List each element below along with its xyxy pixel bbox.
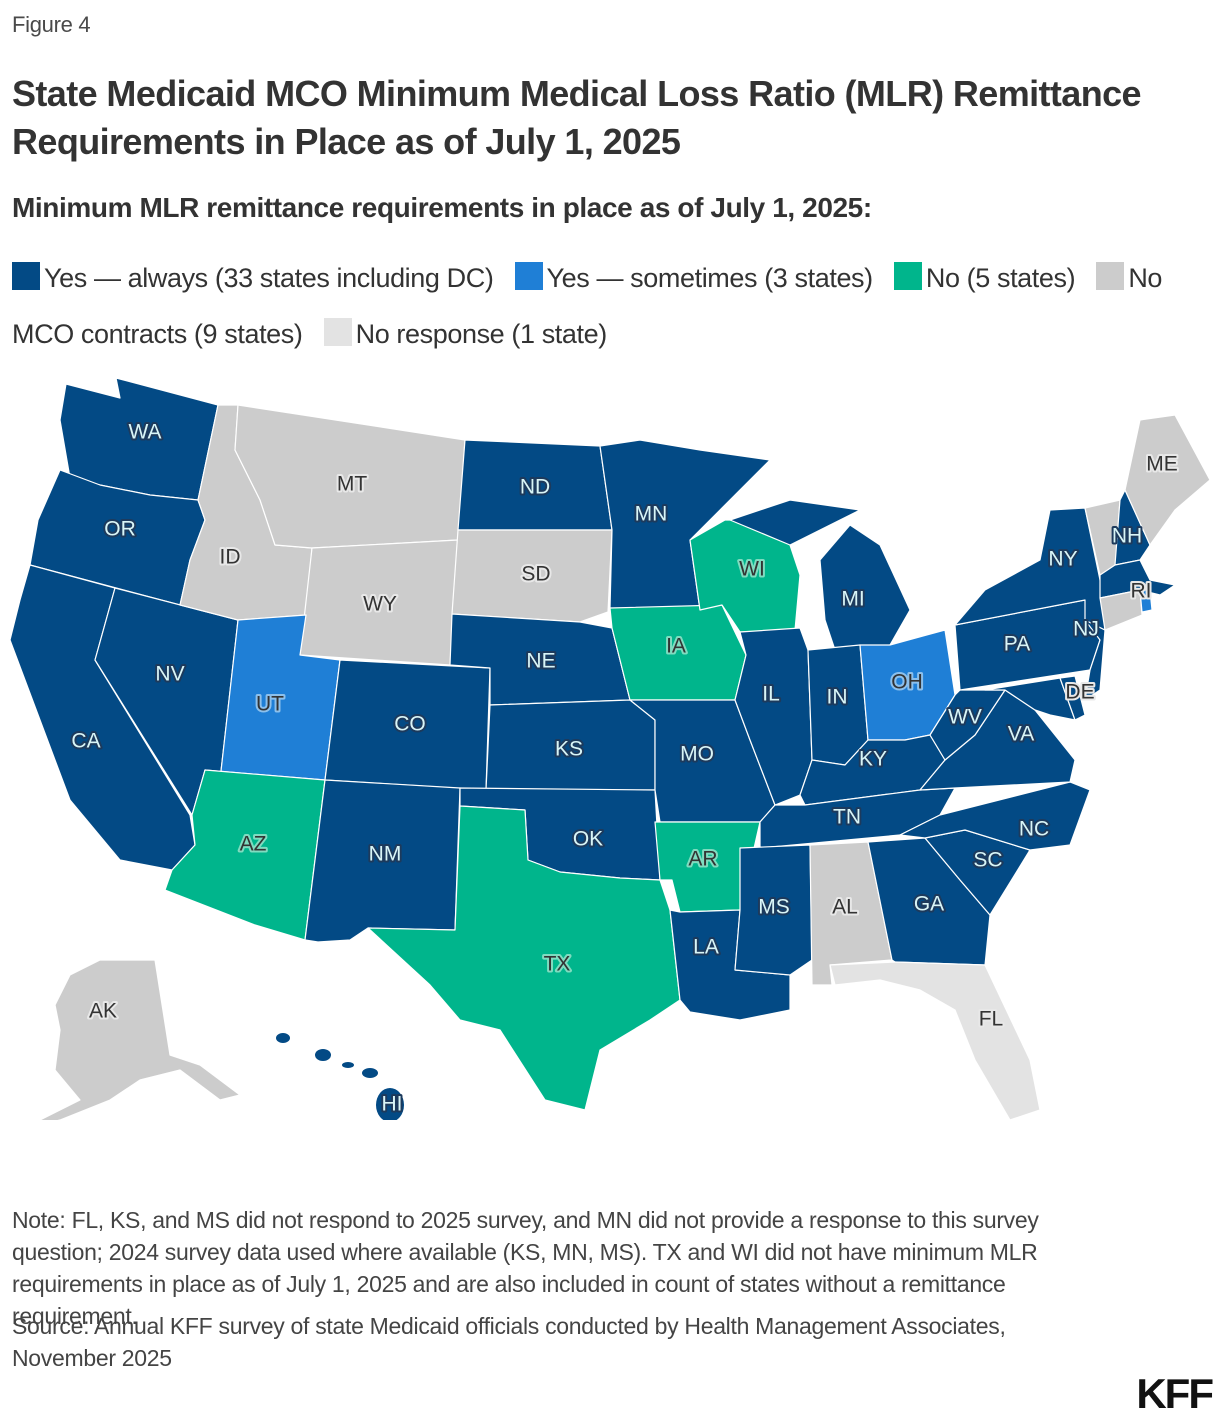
- state-TX[interactable]: [367, 805, 681, 1111]
- label-OK: OK: [573, 828, 603, 851]
- label-NV: NV: [155, 663, 184, 686]
- legend: Yes — always (33 states including DC) Ye…: [12, 250, 1212, 362]
- label-IL: IL: [762, 683, 780, 706]
- label-NJ: NJ: [1073, 618, 1099, 641]
- legend-item-no-response[interactable]: No response (1 state): [323, 318, 608, 349]
- label-VA: VA: [1008, 723, 1034, 746]
- label-OH: OH: [891, 671, 923, 694]
- label-ID: ID: [220, 546, 241, 569]
- label-KY: KY: [859, 748, 887, 771]
- state-NH[interactable]: [1114, 489, 1151, 566]
- label-MI: MI: [841, 588, 864, 611]
- label-ME: ME: [1146, 453, 1178, 476]
- state-ME[interactable]: [1124, 414, 1211, 546]
- label-NE: NE: [526, 650, 555, 673]
- swatch-yes-always: [12, 262, 40, 290]
- label-AZ: AZ: [240, 833, 267, 856]
- swatch-no-mco: [1096, 262, 1125, 290]
- label-MO: MO: [680, 743, 714, 766]
- label-TX: TX: [544, 953, 571, 976]
- label-DE: DE: [1065, 681, 1094, 704]
- label-MS: MS: [758, 896, 790, 919]
- label-PA: PA: [1004, 633, 1030, 656]
- state-AK[interactable]: [20, 959, 241, 1120]
- state-MI[interactable]: [729, 499, 911, 651]
- label-ND: ND: [520, 476, 550, 499]
- swatch-no: [893, 262, 922, 290]
- label-IN: IN: [827, 686, 848, 709]
- label-IA: IA: [666, 635, 686, 658]
- state-RI[interactable]: [1139, 589, 1153, 613]
- label-NY: NY: [1048, 548, 1077, 571]
- legend-label: No response (1 state): [355, 319, 608, 349]
- label-SD: SD: [521, 563, 550, 586]
- label-AL: AL: [832, 896, 858, 919]
- label-WA: WA: [128, 421, 161, 444]
- label-MT: MT: [337, 473, 367, 496]
- label-RI: RI: [1131, 580, 1152, 603]
- legend-item-no[interactable]: No (5 states): [893, 262, 1076, 293]
- label-WY: WY: [363, 593, 397, 616]
- state-NM[interactable]: [304, 779, 461, 943]
- label-MN: MN: [635, 503, 668, 526]
- legend-item-yes-always[interactable]: Yes — always (33 states including DC): [12, 262, 494, 293]
- kff-logo: KFF: [1136, 1370, 1214, 1417]
- label-NH: NH: [1112, 525, 1142, 548]
- legend-label: No (5 states): [925, 263, 1076, 293]
- label-FL: FL: [979, 1008, 1004, 1031]
- label-TN: TN: [833, 806, 861, 829]
- legend-item-yes-sometimes[interactable]: Yes — sometimes (3 states): [514, 262, 874, 293]
- state-NC[interactable]: [899, 781, 1091, 851]
- label-GA: GA: [914, 893, 944, 916]
- label-CA: CA: [71, 730, 100, 753]
- label-UT: UT: [256, 693, 284, 716]
- state-IL[interactable]: [734, 627, 813, 806]
- legend-item-no-mco[interactable]: No MCO contracts (9 states): [12, 262, 1163, 349]
- state-DE[interactable]: [1059, 675, 1086, 721]
- label-HI: HI: [382, 1093, 403, 1116]
- footnote: Note: FL, KS, and MS did not respond to …: [12, 1207, 1039, 1329]
- us-map: WA OR CA NV ID MT WY UT AZ CO NM ND SD N…: [0, 360, 1220, 1120]
- legend-label: Yes — sometimes (3 states): [546, 263, 874, 293]
- state-CT[interactable]: [1099, 589, 1143, 631]
- state-FL[interactable]: [829, 961, 1041, 1120]
- swatch-yes-sometimes: [514, 262, 543, 290]
- chart-title: State Medicaid MCO Minimum Medical Loss …: [12, 73, 1142, 162]
- legend-label: Yes — always (33 states including DC): [44, 263, 494, 293]
- figure-label: Figure 4: [12, 12, 91, 37]
- state-SD[interactable]: [451, 529, 613, 623]
- label-SC: SC: [973, 849, 1002, 872]
- label-NM: NM: [369, 843, 402, 866]
- swatch-no-response: [323, 318, 352, 346]
- label-OR: OR: [104, 518, 136, 541]
- label-WV: WV: [948, 706, 982, 729]
- label-NC: NC: [1019, 818, 1049, 841]
- label-CO: CO: [394, 713, 426, 736]
- state-HI[interactable]: [276, 1033, 404, 1120]
- label-AR: AR: [688, 848, 717, 871]
- label-AK: AK: [89, 1000, 117, 1023]
- legend-label: No MCO contracts (9 states): [12, 263, 1163, 349]
- label-WI: WI: [739, 558, 765, 581]
- state-MN[interactable]: [599, 439, 771, 611]
- legend-title: Minimum MLR remittance requirements in p…: [12, 192, 872, 223]
- source-note: Source: Annual KFF survey of state Medic…: [12, 1313, 1006, 1371]
- label-LA: LA: [693, 936, 719, 959]
- label-KS: KS: [555, 738, 583, 761]
